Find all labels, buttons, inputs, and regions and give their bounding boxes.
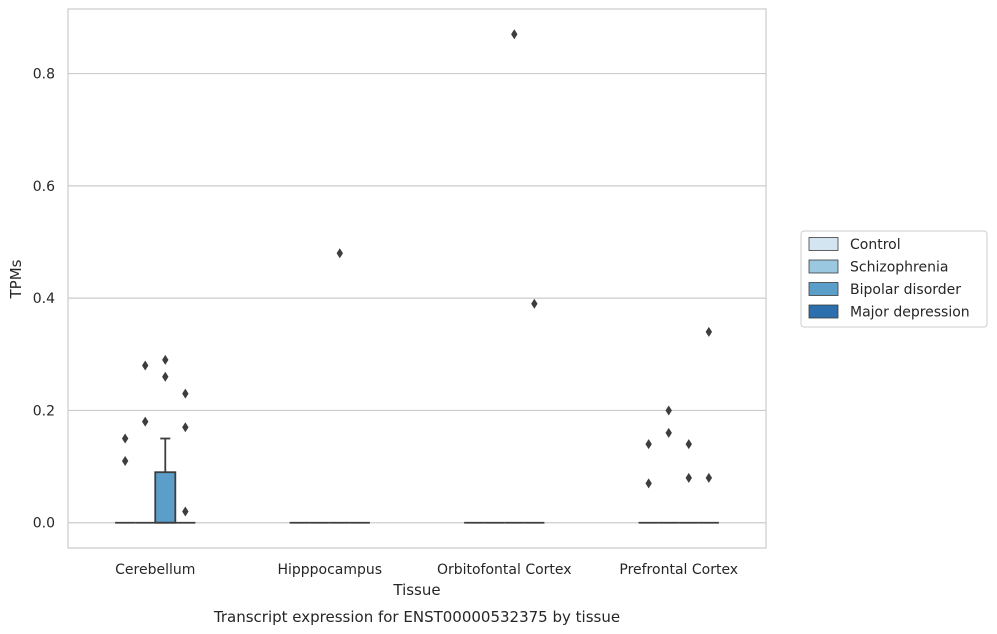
legend-swatch: [808, 237, 839, 251]
x-axis-label: Tissue: [392, 581, 440, 599]
outlier-point: [142, 360, 149, 371]
y-axis-label: TPMs: [7, 259, 25, 299]
legend-swatch: [808, 304, 839, 319]
outliers: [121, 29, 713, 517]
y-tick-label: 0.0: [33, 516, 55, 532]
chart-title: Transcript expression for ENST0000053237…: [213, 608, 620, 626]
box-bipolar-disorder: [154, 437, 177, 524]
outlier-point: [645, 478, 652, 489]
outlier-point: [121, 455, 129, 466]
outlier-point: [665, 405, 672, 416]
legend-label: Schizophrenia: [850, 260, 948, 276]
outlier-point: [685, 472, 692, 483]
gridlines: [68, 72, 766, 524]
outlier-point: [142, 416, 149, 427]
outlier-point: [665, 427, 672, 438]
y-tick-label: 0.2: [33, 403, 55, 419]
y-tick-label: 0.6: [33, 179, 55, 195]
x-tick-label: Orbitofontal Cortex: [437, 562, 572, 578]
y-tick-label: 0.8: [33, 67, 55, 83]
x-tick-labels: Cerebellum Hipppocampus Orbitofontal Corte…: [115, 562, 738, 578]
outlier-point: [645, 439, 652, 450]
legend-frame: [800, 230, 988, 328]
x-tick-label: Prefrontal Cortex: [619, 562, 738, 578]
legend-swatch: [808, 259, 839, 274]
outlier-point: [121, 433, 129, 444]
outlier-point: [182, 388, 189, 399]
outlier-point: [162, 371, 169, 382]
outlier-point: [705, 326, 713, 337]
outlier-point: [685, 439, 692, 450]
boxes: [115, 437, 719, 524]
legend-label: Bipolar disorder: [850, 282, 961, 298]
outlier-point: [336, 248, 343, 259]
plot-frame: [67, 8, 767, 549]
y-tick-label: 0.4: [33, 291, 55, 307]
x-tick-label: Cerebellum: [115, 562, 195, 578]
outlier-point: [162, 354, 169, 365]
x-tick-label: Hipppocampus: [277, 562, 382, 578]
outlier-point: [511, 29, 518, 40]
legend-label: Control: [850, 237, 901, 253]
outlier-point: [705, 472, 713, 483]
legend-label: Major depression: [850, 305, 970, 321]
y-tick-labels: 0.0 0.2 0.4 0.6 0.8: [33, 67, 55, 532]
box-body: [154, 471, 177, 524]
outlier-point: [182, 422, 189, 433]
legend-swatch: [808, 282, 839, 296]
outlier-point: [531, 298, 538, 309]
outlier-point: [182, 506, 189, 517]
legend: Control Schizophrenia Bipolar disorder Majo…: [800, 230, 988, 328]
